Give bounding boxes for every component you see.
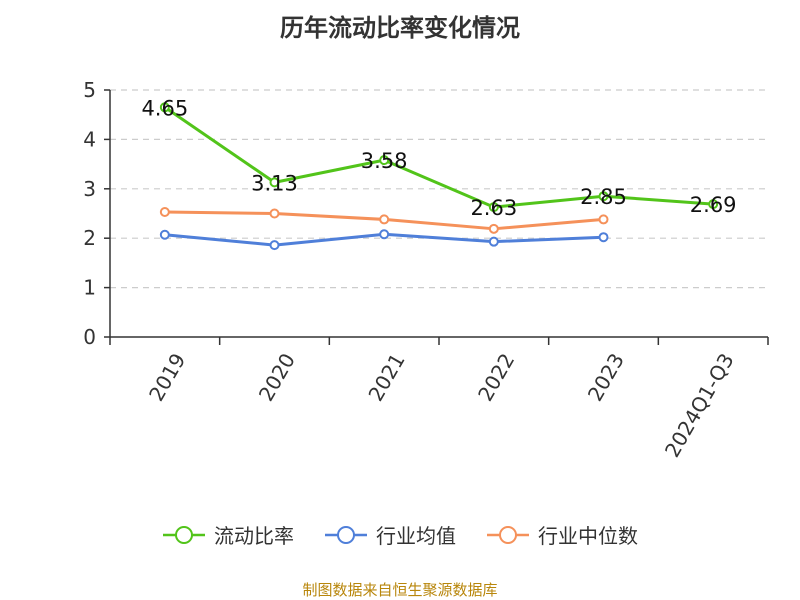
series-0-point-2 bbox=[379, 155, 390, 166]
series-1-point-3 bbox=[488, 236, 499, 247]
series bbox=[159, 102, 719, 251]
series-1-point-0 bbox=[159, 229, 170, 240]
x-tick-label-5: 2024Q1-Q3 bbox=[660, 349, 739, 461]
series-1-point-1 bbox=[269, 240, 280, 251]
data-label-1: 3.13 bbox=[251, 171, 298, 195]
x-tick-label-4: 2023 bbox=[583, 349, 629, 405]
series-0-point-1 bbox=[269, 177, 280, 188]
series-0-point-0 bbox=[159, 102, 170, 113]
x-tick-label-2: 2021 bbox=[363, 349, 409, 405]
chart-title: 历年流动比率变化情况 bbox=[280, 14, 520, 42]
series-2-point-0 bbox=[159, 207, 170, 218]
data-label-0: 4.65 bbox=[141, 96, 188, 120]
series-2-point-1 bbox=[269, 208, 280, 219]
y-tick-label-5: 5 bbox=[83, 78, 96, 102]
x-tick-label-0: 2019 bbox=[144, 349, 190, 405]
y-tick-label-2: 2 bbox=[83, 226, 96, 250]
x-tick-label-1: 2020 bbox=[254, 349, 300, 405]
y-tick-label-1: 1 bbox=[83, 276, 96, 300]
grid-lines bbox=[110, 89, 768, 289]
data-label-5: 2.69 bbox=[690, 193, 737, 217]
axes: 0 1 2 3 4 5 2019 2020 2021 2022 2023 2024Q1-Q3 bbox=[83, 78, 769, 461]
data-label-4: 2.85 bbox=[580, 185, 627, 209]
series-0-point-3 bbox=[488, 202, 499, 213]
data-labels: 4.65 3.13 3.58 2.63 2.85 2.69 bbox=[141, 96, 736, 220]
legend-item-0[interactable]: 流动比率 bbox=[162, 520, 294, 549]
series-2-point-3 bbox=[488, 223, 499, 234]
series-line-0 bbox=[163, 106, 714, 209]
legend-item-1[interactable]: 行业均值 bbox=[324, 520, 456, 549]
source-footer: 制图数据来自恒生聚源数据库 bbox=[302, 581, 498, 599]
series-2-point-2 bbox=[379, 214, 390, 225]
series-1-point-2 bbox=[379, 229, 390, 240]
legend-swatch-marker bbox=[175, 525, 193, 544]
data-label-3: 2.63 bbox=[470, 196, 517, 220]
data-label-2: 3.58 bbox=[361, 149, 408, 173]
legend-item-2[interactable]: 行业中位数 bbox=[486, 520, 638, 549]
legend-label: 流动比率 bbox=[214, 524, 294, 548]
series-0-point-4 bbox=[598, 191, 609, 202]
legend-swatch-icon bbox=[487, 525, 529, 544]
series-1-point-4 bbox=[598, 232, 609, 243]
legend-label: 行业中位数 bbox=[538, 524, 638, 548]
legend: 流动比率 行业均值 行业中位数 bbox=[0, 520, 800, 549]
y-tick-label-4: 4 bbox=[83, 127, 96, 151]
x-tick-label-3: 2022 bbox=[473, 349, 519, 405]
series-0-point-5 bbox=[708, 199, 719, 210]
legend-swatch-marker bbox=[337, 525, 355, 544]
legend-swatch-marker bbox=[499, 525, 517, 544]
legend-label: 行业均值 bbox=[376, 524, 456, 548]
legend-swatch-icon bbox=[163, 525, 205, 544]
legend-swatch-icon bbox=[325, 525, 367, 544]
y-tick-label-3: 3 bbox=[83, 177, 96, 201]
y-tick-label-0: 0 bbox=[83, 325, 96, 349]
series-2-point-4 bbox=[598, 214, 609, 225]
